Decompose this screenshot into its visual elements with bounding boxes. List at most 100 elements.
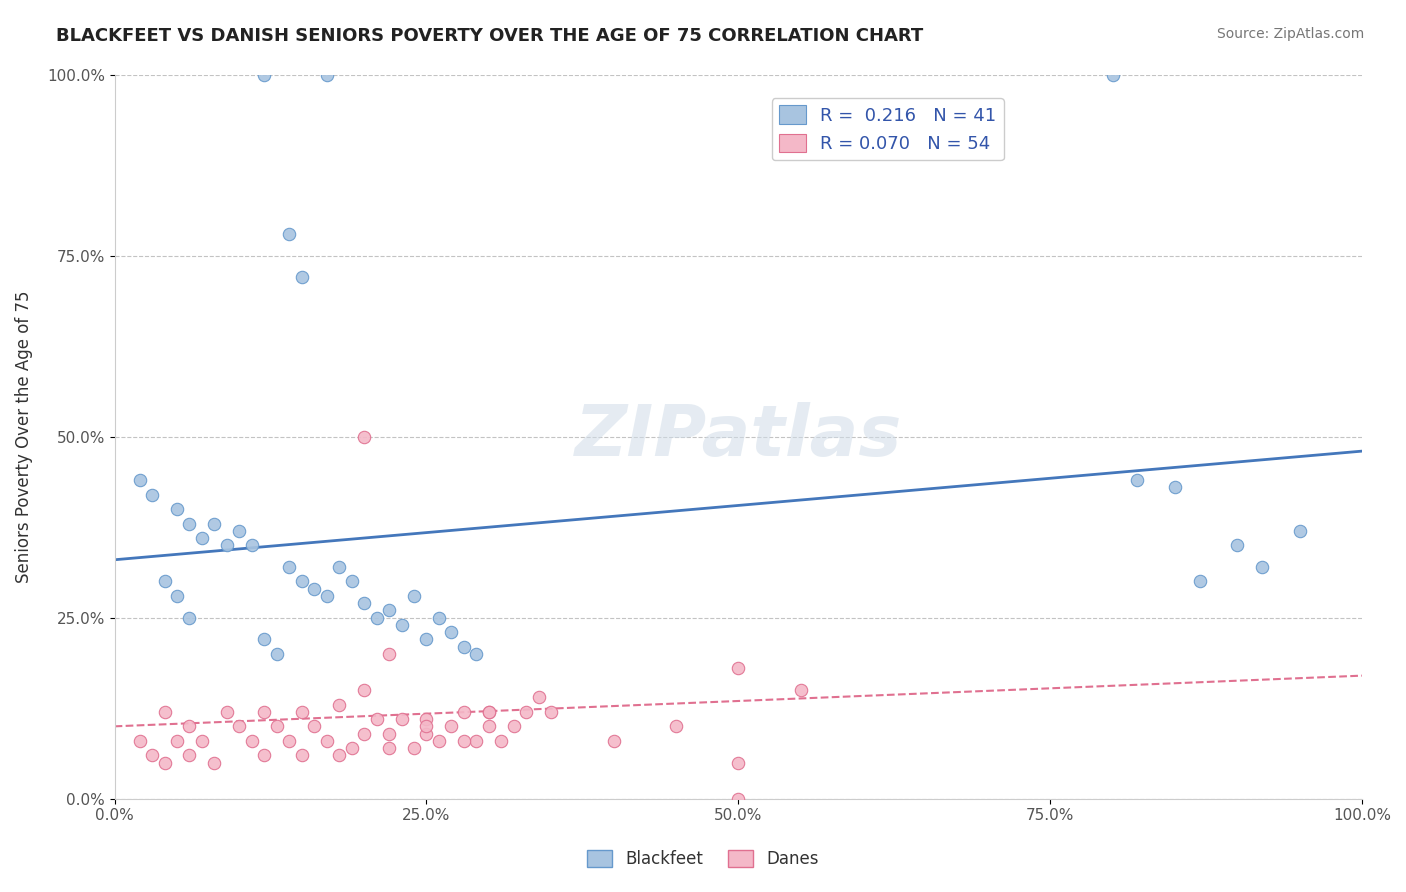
Point bbox=[378, 647, 401, 661]
Point bbox=[340, 574, 363, 589]
Point bbox=[253, 632, 276, 647]
Point bbox=[502, 719, 524, 733]
Point bbox=[215, 538, 238, 552]
Point bbox=[465, 734, 488, 748]
Point bbox=[278, 734, 301, 748]
Point bbox=[602, 734, 624, 748]
Point bbox=[366, 610, 388, 624]
Point bbox=[491, 734, 513, 748]
Point bbox=[1164, 480, 1187, 494]
Point bbox=[366, 712, 388, 726]
Point bbox=[402, 589, 425, 603]
Point bbox=[253, 748, 276, 763]
Point bbox=[153, 705, 176, 719]
Point bbox=[179, 719, 201, 733]
Point bbox=[328, 560, 350, 574]
Point bbox=[291, 574, 314, 589]
Point bbox=[141, 487, 163, 501]
Point bbox=[415, 712, 437, 726]
Text: ZIPatlas: ZIPatlas bbox=[575, 402, 903, 471]
Point bbox=[179, 610, 201, 624]
Point bbox=[527, 690, 550, 705]
Point bbox=[128, 734, 150, 748]
Point bbox=[415, 726, 437, 740]
Point bbox=[515, 705, 537, 719]
Point bbox=[153, 574, 176, 589]
Point bbox=[453, 734, 475, 748]
Y-axis label: Seniors Poverty Over the Age of 75: Seniors Poverty Over the Age of 75 bbox=[15, 291, 32, 582]
Point bbox=[166, 589, 188, 603]
Point bbox=[391, 712, 413, 726]
Point bbox=[253, 68, 276, 82]
Point bbox=[166, 502, 188, 516]
Point bbox=[179, 516, 201, 531]
Point bbox=[328, 698, 350, 712]
Point bbox=[266, 647, 288, 661]
Point bbox=[453, 705, 475, 719]
Point bbox=[228, 524, 250, 538]
Point bbox=[179, 748, 201, 763]
Point bbox=[427, 734, 450, 748]
Point bbox=[278, 560, 301, 574]
Point bbox=[453, 640, 475, 654]
Point bbox=[315, 589, 337, 603]
Point bbox=[191, 734, 214, 748]
Point bbox=[415, 719, 437, 733]
Point bbox=[1288, 524, 1310, 538]
Point bbox=[415, 632, 437, 647]
Point bbox=[727, 756, 749, 770]
Point bbox=[478, 719, 501, 733]
Point bbox=[191, 531, 214, 545]
Point bbox=[240, 734, 263, 748]
Point bbox=[353, 430, 375, 444]
Point bbox=[727, 791, 749, 805]
Point bbox=[427, 610, 450, 624]
Point bbox=[302, 719, 325, 733]
Point bbox=[291, 748, 314, 763]
Point bbox=[727, 661, 749, 675]
Point bbox=[478, 705, 501, 719]
Point bbox=[202, 516, 225, 531]
Point bbox=[328, 748, 350, 763]
Point bbox=[440, 625, 463, 640]
Point bbox=[378, 726, 401, 740]
Point bbox=[166, 734, 188, 748]
Point bbox=[340, 741, 363, 756]
Point bbox=[353, 596, 375, 610]
Point bbox=[540, 705, 562, 719]
Point bbox=[1188, 574, 1211, 589]
Point bbox=[665, 719, 688, 733]
Point bbox=[465, 647, 488, 661]
Point bbox=[378, 603, 401, 617]
Point bbox=[478, 705, 501, 719]
Point bbox=[1251, 560, 1274, 574]
Point bbox=[202, 756, 225, 770]
Text: BLACKFEET VS DANISH SENIORS POVERTY OVER THE AGE OF 75 CORRELATION CHART: BLACKFEET VS DANISH SENIORS POVERTY OVER… bbox=[56, 27, 924, 45]
Point bbox=[440, 719, 463, 733]
Point bbox=[266, 719, 288, 733]
Point bbox=[291, 270, 314, 285]
Point bbox=[391, 618, 413, 632]
Text: Source: ZipAtlas.com: Source: ZipAtlas.com bbox=[1216, 27, 1364, 41]
Point bbox=[1101, 68, 1123, 82]
Legend: R =  0.216   N = 41, R = 0.070   N = 54: R = 0.216 N = 41, R = 0.070 N = 54 bbox=[772, 98, 1004, 161]
Point bbox=[253, 705, 276, 719]
Point bbox=[240, 538, 263, 552]
Point bbox=[215, 705, 238, 719]
Point bbox=[1126, 473, 1149, 487]
Point bbox=[1226, 538, 1249, 552]
Point bbox=[353, 683, 375, 698]
Point bbox=[291, 705, 314, 719]
Point bbox=[228, 719, 250, 733]
Point bbox=[315, 734, 337, 748]
Point bbox=[315, 68, 337, 82]
Point bbox=[128, 473, 150, 487]
Point bbox=[353, 726, 375, 740]
Point bbox=[378, 741, 401, 756]
Point bbox=[278, 227, 301, 241]
Legend: Blackfeet, Danes: Blackfeet, Danes bbox=[581, 843, 825, 875]
Point bbox=[402, 741, 425, 756]
Point bbox=[141, 748, 163, 763]
Point bbox=[153, 756, 176, 770]
Point bbox=[302, 582, 325, 596]
